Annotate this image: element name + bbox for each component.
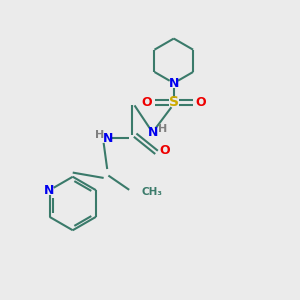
Text: CH₃: CH₃ bbox=[141, 187, 162, 196]
Text: N: N bbox=[148, 126, 158, 139]
Text: N: N bbox=[44, 184, 55, 196]
Text: N: N bbox=[103, 132, 113, 145]
Text: S: S bbox=[169, 95, 179, 110]
Text: O: O bbox=[159, 143, 169, 157]
Text: N: N bbox=[169, 76, 179, 90]
Text: H: H bbox=[95, 130, 105, 140]
Text: H: H bbox=[158, 124, 167, 134]
Text: O: O bbox=[141, 96, 152, 109]
Text: O: O bbox=[196, 96, 206, 109]
